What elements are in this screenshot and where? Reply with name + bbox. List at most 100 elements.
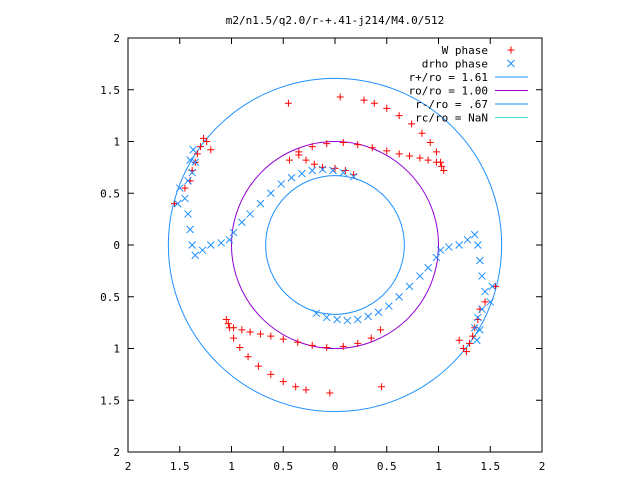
- w-phase-point: [339, 342, 347, 350]
- w-phase-point: [418, 129, 426, 137]
- drho-phase-point: [481, 287, 489, 296]
- w-phase-point: [370, 99, 378, 107]
- w-phase-point: [224, 320, 232, 328]
- drho-phase-point: [353, 315, 362, 324]
- y-tick-label: 2: [113, 446, 120, 459]
- w-phase-point: [294, 338, 302, 346]
- drho-phase-point: [444, 243, 453, 251]
- drho-phase-point: [256, 199, 265, 208]
- radius-circle-2: [265, 175, 405, 315]
- w-phase-point: [254, 362, 262, 370]
- w-phase-point: [225, 324, 233, 332]
- drho-phase-point: [186, 156, 194, 164]
- w-phase-point: [244, 353, 252, 361]
- w-phase-point: [408, 120, 416, 128]
- x-tick-label: 0: [332, 460, 339, 473]
- drho-phase-point: [470, 230, 479, 239]
- drho-phase-point: [374, 308, 383, 317]
- w-phase-point: [377, 326, 385, 334]
- drho-phase-point: [476, 256, 484, 265]
- y-tick-label: 1: [113, 343, 120, 356]
- y-tick-label: 0.5: [100, 187, 120, 200]
- w-phase-point: [406, 152, 414, 160]
- drho-phase-point: [217, 239, 226, 247]
- w-phase-point: [491, 282, 499, 290]
- y-tick-label: 0: [113, 239, 120, 252]
- w-phase-point: [207, 146, 215, 154]
- w-phase-point: [432, 148, 440, 156]
- drho-phase-point: [395, 292, 404, 301]
- drho-phase-point: [184, 176, 192, 185]
- w-phase-point: [171, 200, 179, 208]
- series-0: [171, 93, 499, 397]
- drho-phase-point: [463, 235, 472, 244]
- w-phase-point: [440, 166, 448, 174]
- w-phase-point: [323, 140, 331, 148]
- drho-phase-point: [339, 168, 348, 177]
- w-phase-point: [196, 143, 204, 151]
- legend-label: r-/ro = .67: [415, 98, 488, 111]
- drho-phase-point: [237, 218, 246, 227]
- legend-label: rc/ro = NaN: [415, 112, 488, 125]
- drho-phase-point: [473, 313, 482, 322]
- drho-phase-point: [416, 272, 424, 280]
- drho-phase-point: [229, 228, 238, 237]
- w-phase-point: [285, 156, 293, 164]
- drho-phase-point: [470, 323, 479, 332]
- w-phase-point: [323, 343, 331, 351]
- w-phase-point: [424, 156, 432, 164]
- legend-label: r+/ro = 1.61: [409, 71, 488, 84]
- y-tick-label: 1: [113, 136, 120, 149]
- drho-phase-point: [188, 168, 197, 177]
- drho-phase-point: [181, 194, 189, 203]
- x-tick-label: 2: [539, 460, 546, 473]
- w-phase-point: [462, 348, 470, 356]
- drho-phase-point: [349, 172, 358, 181]
- x-tick-label: 2: [125, 460, 132, 473]
- drho-phase-point: [266, 189, 275, 198]
- drho-phase-point: [333, 315, 341, 324]
- drho-phase-point: [473, 241, 482, 249]
- drho-phase-point: [173, 199, 182, 208]
- w-phase-point: [469, 332, 477, 340]
- radius-circle-0: [167, 77, 503, 413]
- legend-label: drho phase: [422, 58, 488, 71]
- w-phase-point: [310, 160, 318, 168]
- w-phase-point: [416, 154, 424, 162]
- drho-phase-point: [188, 241, 197, 249]
- w-phase-point: [354, 339, 362, 347]
- w-phase-point: [279, 378, 287, 386]
- drho-phase-point: [455, 241, 464, 249]
- chart-title: m2/n1.5/q2.0/r-+.41-j214/M4.0/512: [226, 14, 445, 27]
- w-phase-point: [246, 328, 254, 336]
- drho-phase-point: [175, 184, 184, 192]
- w-phase-point: [481, 298, 489, 306]
- y-tick-label: 2: [113, 32, 120, 45]
- drho-phase-point: [384, 302, 393, 310]
- w-phase-point: [336, 93, 344, 101]
- w-phase-point: [367, 334, 375, 342]
- w-phase-point: [222, 316, 230, 324]
- drho-phase-point: [329, 166, 337, 175]
- w-phase-point: [267, 332, 275, 340]
- axis-ticks: 2 1.5 1 0.5 0 0.5 1 1.5 221.510.500.511.52: [100, 32, 545, 473]
- legend-marker: [507, 46, 515, 54]
- w-phase-point: [238, 326, 246, 334]
- drho-phase-point: [277, 180, 286, 188]
- w-phase-point: [339, 139, 347, 147]
- drho-phase-point: [488, 282, 497, 291]
- drho-phase-point: [436, 246, 445, 255]
- w-phase-point: [236, 343, 244, 351]
- w-phase-point: [455, 336, 463, 344]
- x-tick-label: 1: [228, 460, 235, 473]
- x-tick-label: 1.5: [480, 460, 500, 473]
- w-phase-point: [360, 96, 368, 104]
- drho-phase-point: [191, 158, 200, 167]
- legend-label: ro/ro = 1.00: [409, 85, 488, 98]
- w-phase-point: [302, 386, 310, 394]
- y-tick-label: 1.5: [100, 394, 120, 407]
- w-phase-point: [200, 134, 208, 142]
- w-phase-point: [326, 389, 334, 397]
- w-phase-point: [193, 150, 201, 158]
